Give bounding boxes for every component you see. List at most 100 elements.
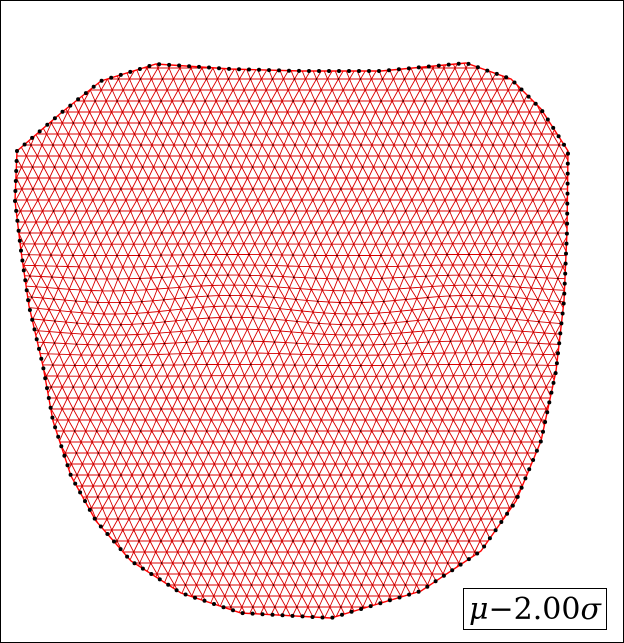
boundary-vertex: [347, 69, 351, 73]
boundary-vertex: [367, 69, 371, 73]
boundary-vertex: [99, 78, 104, 83]
boundary-vertex: [551, 380, 556, 385]
boundary-vertex: [91, 84, 96, 89]
boundary-vertex: [65, 463, 70, 468]
boundary-vertex: [416, 65, 421, 70]
boundary-vertex: [466, 61, 471, 66]
boundary-vertex: [559, 321, 564, 326]
boundary-vertex: [118, 547, 123, 552]
boundary-vertex: [531, 458, 536, 462]
boundary-vertex: [456, 61, 461, 66]
boundary-vertex: [21, 268, 26, 273]
boundary-vertex: [45, 386, 49, 391]
boundary-vertex: [76, 97, 81, 102]
boundary-vertex: [541, 429, 545, 434]
boundary-vertex: [487, 536, 492, 541]
boundary-vertex: [41, 366, 46, 371]
boundary-vertex: [562, 142, 566, 147]
boundary-vertex: [349, 609, 354, 614]
boundary-vertex: [565, 161, 570, 166]
boundary-vertex: [212, 602, 216, 606]
boundary-vertex: [109, 75, 114, 80]
boundary-vertex: [300, 614, 305, 619]
boundary-vertex: [157, 62, 162, 67]
boundary-vertex: [92, 516, 97, 521]
boundary-vertex: [287, 68, 291, 73]
sigma-label: μ −2.00 σ: [463, 588, 607, 630]
boundary-vertex: [523, 476, 528, 481]
boundary-vertex: [297, 68, 301, 73]
boundary-vertex: [26, 298, 31, 303]
boundary-vertex: [551, 125, 556, 130]
boundary-vertex: [78, 490, 83, 495]
boundary-vertex: [48, 405, 53, 410]
boundary-vertex: [545, 117, 550, 122]
boundary-vertex: [193, 595, 197, 600]
boundary-vertex: [357, 69, 361, 73]
boundary-vertex: [426, 64, 431, 69]
label-value: 2.00: [513, 591, 581, 627]
boundary-vertex: [564, 241, 569, 246]
boundary-vertex: [30, 135, 35, 140]
boundary-vertex: [68, 103, 73, 108]
boundary-vertex: [125, 554, 130, 559]
boundary-vertex: [565, 221, 570, 226]
boundary-vertex: [32, 327, 37, 332]
boundary-vertex: [128, 69, 133, 74]
boundary-vertex: [112, 539, 116, 544]
boundary-vertex: [556, 351, 560, 356]
boundary-vertex: [519, 87, 524, 92]
boundary-vertex: [475, 551, 480, 556]
boundary-vertex: [83, 499, 87, 504]
boundary-vertex: [15, 218, 20, 223]
boundary-vertex: [407, 592, 412, 597]
boundary-vertex: [556, 134, 561, 139]
boundary-vertex: [534, 448, 539, 453]
boundary-vertex: [157, 577, 162, 582]
boundary-vertex: [280, 613, 285, 618]
boundary-vertex: [207, 65, 211, 70]
boundary-vertex: [22, 142, 27, 147]
mesh-edge-lines: [15, 63, 568, 618]
boundary-vertex: [564, 251, 568, 256]
boundary-vertex: [416, 589, 421, 594]
boundary-vertex: [227, 66, 231, 71]
boundary-vertex: [557, 341, 562, 346]
boundary-vertex: [330, 615, 335, 620]
boundary-vertex: [562, 281, 567, 286]
boundary-vertex: [250, 611, 255, 616]
boundary-vertex: [494, 71, 499, 76]
boundary-vertex: [140, 566, 145, 571]
mu-symbol: μ: [469, 591, 489, 627]
boundary-vertex: [16, 228, 21, 233]
boundary-vertex: [13, 179, 18, 183]
boundary-vertex: [519, 485, 524, 490]
boundary-vertex: [105, 532, 110, 536]
boundary-vertex: [307, 69, 311, 73]
boundary-vertex: [340, 612, 344, 617]
boundary-vertex: [515, 494, 520, 499]
boundary-vertex: [397, 595, 402, 600]
boundary-vertex: [14, 208, 19, 213]
boundary-vertex: [15, 149, 19, 153]
boundary-vertex: [290, 613, 295, 618]
boundary-vertex: [149, 572, 154, 576]
boundary-vertex: [359, 607, 364, 611]
boundary-vertex: [277, 68, 281, 73]
boundary-vertex: [197, 64, 201, 69]
boundary-vertex: [387, 598, 392, 603]
boundary-vertex: [565, 211, 570, 216]
boundary-vertex: [566, 151, 570, 156]
boundary-vertex: [267, 68, 271, 73]
boundary-vertex: [37, 346, 41, 351]
boundary-vertex: [174, 588, 179, 593]
boundary-vertex: [50, 415, 55, 420]
boundary-vertex: [147, 64, 152, 68]
label-operator: −: [488, 591, 514, 627]
boundary-vertex: [30, 317, 35, 322]
boundary-vertex: [166, 582, 171, 587]
boundary-vertex: [177, 63, 182, 68]
boundary-vertex: [317, 69, 321, 73]
boundary-vertex: [167, 62, 172, 67]
